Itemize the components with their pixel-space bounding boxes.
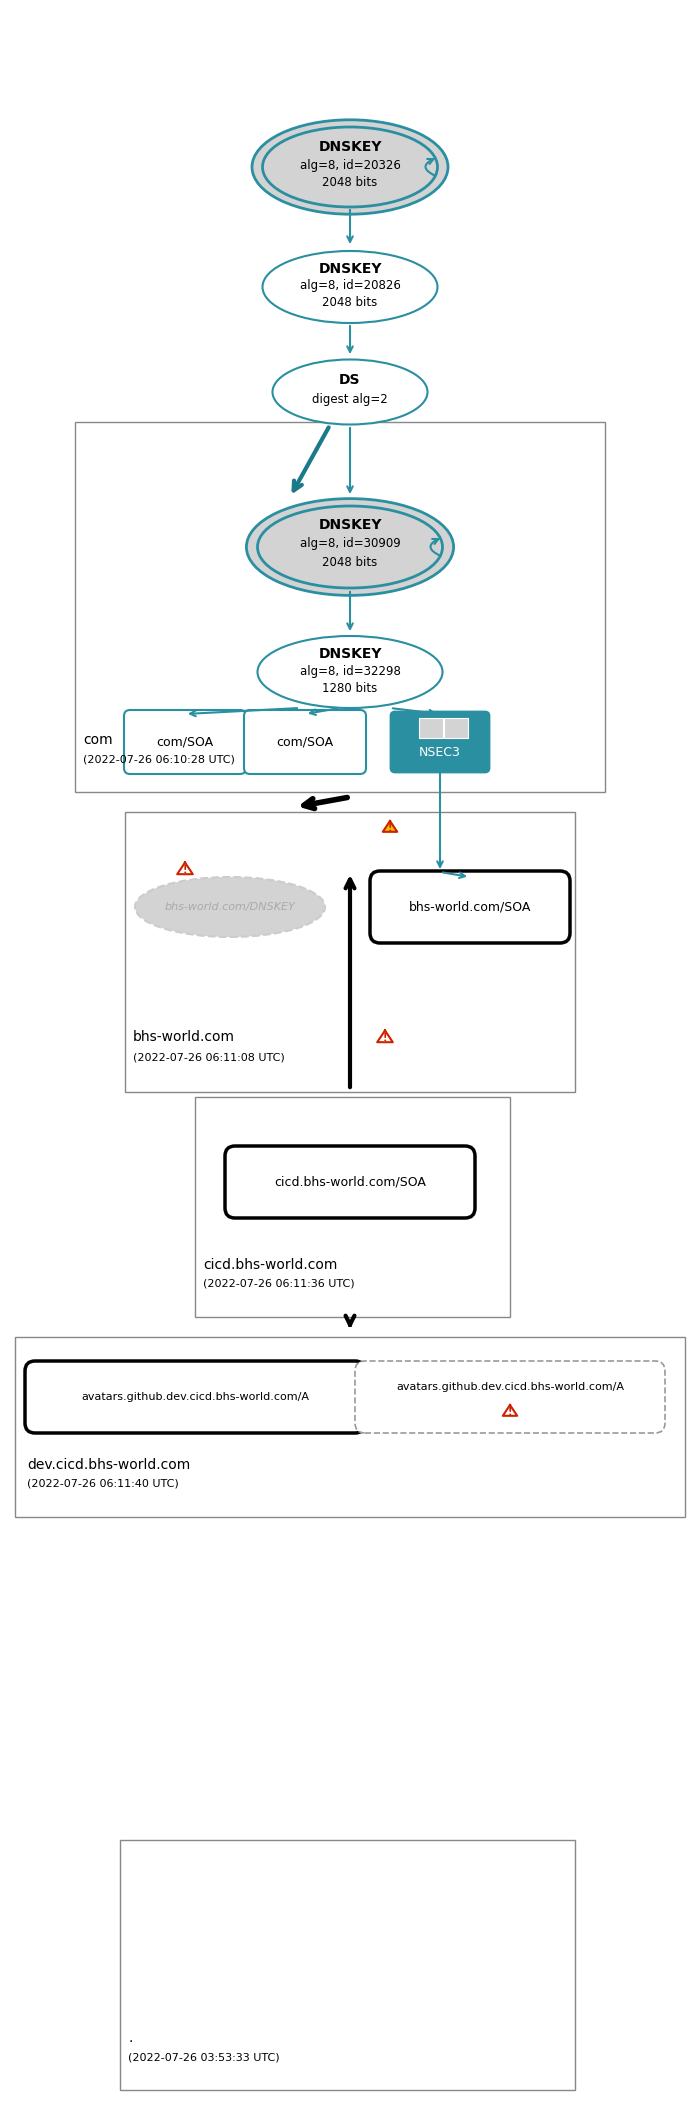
Text: bhs-world.com/DNSKEY: bhs-world.com/DNSKEY [165,902,296,912]
Text: (2022-07-26 06:11:40 UTC): (2022-07-26 06:11:40 UTC) [27,1478,179,1489]
Ellipse shape [247,498,454,596]
Text: com/SOA: com/SOA [157,736,214,749]
Text: dev.cicd.bhs-world.com: dev.cicd.bhs-world.com [27,1457,190,1472]
Text: cicd.bhs-world.com: cicd.bhs-world.com [203,1257,338,1272]
Bar [120,1840,575,2091]
FancyBboxPatch shape [391,713,489,772]
FancyBboxPatch shape [25,1361,365,1434]
Bar [125,813,575,1091]
Text: !: ! [182,866,187,874]
Text: NSEC3: NSEC3 [419,744,461,759]
Text: DNSKEY: DNSKEY [318,647,382,661]
Text: alg=8, id=30909: alg=8, id=30909 [300,538,401,551]
Polygon shape [383,821,397,832]
Text: cicd.bhs-world.com/SOA: cicd.bhs-world.com/SOA [274,1176,426,1189]
Ellipse shape [257,506,442,587]
Text: bhs-world.com/SOA: bhs-world.com/SOA [409,900,531,912]
Text: .: . [128,2031,132,2044]
Ellipse shape [263,251,438,323]
Text: DNSKEY: DNSKEY [318,519,382,532]
Text: 2048 bits: 2048 bits [322,177,377,189]
Text: 1280 bits: 1280 bits [322,681,377,696]
Text: avatars.github.dev.cicd.bhs-world.com/A: avatars.github.dev.cicd.bhs-world.com/A [81,1391,309,1402]
Text: alg=8, id=32298: alg=8, id=32298 [300,664,401,679]
FancyBboxPatch shape [225,1146,475,1219]
Text: 2048 bits: 2048 bits [322,296,377,311]
FancyBboxPatch shape [419,719,443,738]
Text: com/SOA: com/SOA [276,736,333,749]
FancyBboxPatch shape [244,710,366,774]
Text: alg=8, id=20326: alg=8, id=20326 [300,160,401,172]
Polygon shape [377,1029,393,1042]
Text: digest alg=2: digest alg=2 [312,393,388,406]
Text: avatars.github.dev.cicd.bhs-world.com/A: avatars.github.dev.cicd.bhs-world.com/A [396,1383,624,1391]
Text: (2022-07-26 06:11:36 UTC): (2022-07-26 06:11:36 UTC) [203,1278,354,1289]
Text: bhs-world.com: bhs-world.com [133,1029,235,1044]
FancyBboxPatch shape [370,870,570,942]
Text: DS: DS [339,372,361,387]
Ellipse shape [135,876,325,938]
Text: !: ! [388,823,392,834]
Polygon shape [503,1406,517,1417]
Text: !: ! [507,1406,512,1417]
Ellipse shape [263,128,438,206]
Text: (2022-07-26 06:11:08 UTC): (2022-07-26 06:11:08 UTC) [133,1053,284,1061]
Text: DNSKEY: DNSKEY [318,262,382,277]
Bar [75,421,605,791]
FancyBboxPatch shape [124,710,246,774]
Text: !: ! [383,1034,387,1042]
Polygon shape [178,864,193,874]
Text: (2022-07-26 03:53:33 UTC): (2022-07-26 03:53:33 UTC) [128,2053,280,2061]
Text: alg=8, id=20826: alg=8, id=20826 [300,279,401,294]
Text: com: com [83,734,113,747]
Text: 2048 bits: 2048 bits [322,557,377,570]
Bar [15,1338,685,1517]
Bar [195,1098,510,1317]
Text: (2022-07-26 06:10:28 UTC): (2022-07-26 06:10:28 UTC) [83,753,235,764]
Ellipse shape [273,359,428,425]
FancyBboxPatch shape [355,1361,665,1434]
Text: DNSKEY: DNSKEY [318,140,382,153]
Ellipse shape [257,636,442,708]
Ellipse shape [252,119,448,215]
FancyBboxPatch shape [444,719,468,738]
